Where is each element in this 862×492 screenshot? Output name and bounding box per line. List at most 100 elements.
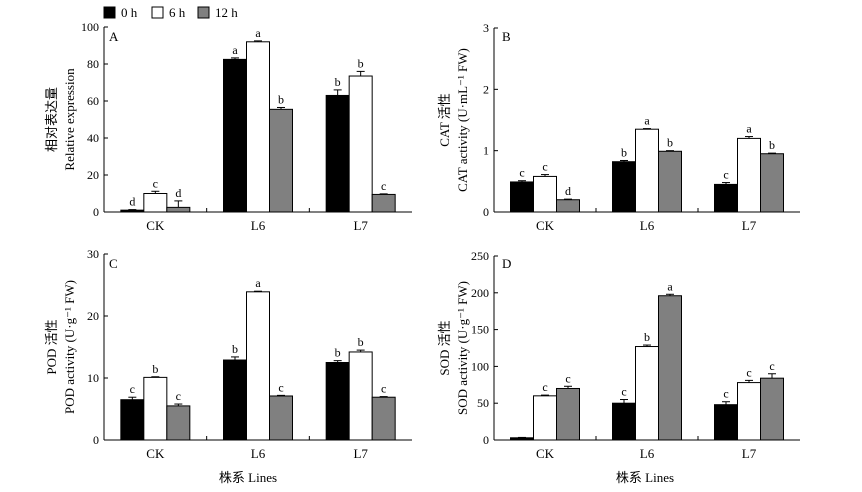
x-tick-label: L7 <box>353 218 368 233</box>
bar <box>325 362 350 441</box>
significance-letter: b <box>644 330 650 344</box>
x-tick-label: L6 <box>640 446 655 461</box>
significance-letter: a <box>255 26 261 40</box>
significance-letter: d <box>175 186 181 200</box>
y-axis-title-cn: SOD 活性 <box>437 320 452 375</box>
significance-letter: a <box>746 122 752 136</box>
significance-letter: a <box>232 43 238 57</box>
bar <box>120 399 145 441</box>
significance-letter: c <box>769 359 774 373</box>
y-tick-label: 3 <box>483 21 489 35</box>
bar <box>658 150 682 213</box>
bar <box>269 108 293 213</box>
x-axis-title-right: 株系 Lines <box>616 470 674 485</box>
bar <box>325 94 350 213</box>
significance-letter: c <box>542 160 547 174</box>
y-axis-title-en: POD activity (U·g⁻¹ FW) <box>62 280 77 414</box>
y-tick-label: 20 <box>87 168 99 182</box>
x-tick-label: L7 <box>742 218 757 233</box>
significance-letter: c <box>519 166 524 180</box>
bar <box>143 193 168 213</box>
significance-letter: a <box>644 114 650 128</box>
legend-label-1: 6 h <box>169 5 186 20</box>
significance-letter: c <box>176 389 181 403</box>
significance-letter: b <box>769 138 775 152</box>
bar <box>635 346 659 441</box>
bar <box>120 209 145 213</box>
y-tick-label: 0 <box>93 433 99 447</box>
y-tick-label: 100 <box>471 359 489 373</box>
significance-letter: b <box>152 362 158 376</box>
x-tick-label: CK <box>146 446 165 461</box>
significance-letter: c <box>381 382 386 396</box>
bar <box>760 153 784 213</box>
bar <box>658 295 682 441</box>
panel-A: 0 20 40 60 80 100 CK d c d L6 a a b L7 b b c A 相对表达量 Relativ… <box>44 20 412 233</box>
y-axis-title-en: Relative expression <box>62 68 77 171</box>
significance-letter: b <box>232 342 238 356</box>
significance-letter: c <box>723 387 728 401</box>
bar <box>348 351 373 441</box>
y-tick-label: 250 <box>471 249 489 263</box>
y-tick-label: 200 <box>471 286 489 300</box>
y-axis-title-cn: POD 活性 <box>44 319 59 374</box>
y-axis-title-cn: 相对表达量 <box>44 87 59 152</box>
bar <box>714 404 738 441</box>
significance-letter: b <box>358 56 364 70</box>
significance-letter: a <box>667 279 673 293</box>
panel-letter: C <box>109 256 118 271</box>
y-tick-label: 150 <box>471 323 489 337</box>
x-tick-label: L6 <box>640 218 655 233</box>
bar <box>612 402 636 441</box>
y-axis-title-en: SOD activity (U·g⁻¹ FW) <box>455 281 470 415</box>
bar <box>533 175 557 213</box>
x-axis-title-left: 株系 Lines <box>219 470 277 485</box>
bar <box>223 359 247 441</box>
panel-letter: B <box>502 29 511 44</box>
y-tick-label: 80 <box>87 57 99 71</box>
significance-letter: b <box>358 335 364 349</box>
bar <box>143 376 168 441</box>
y-tick-label: 10 <box>87 371 99 385</box>
significance-letter: b <box>278 92 284 106</box>
x-tick-label: CK <box>536 446 555 461</box>
legend-label-0: 0 h <box>121 5 138 20</box>
bar <box>246 291 270 441</box>
y-tick-label: 30 <box>87 247 99 261</box>
y-tick-label: 2 <box>483 82 489 96</box>
bar <box>348 75 373 213</box>
bar <box>760 377 784 441</box>
y-axis-title-cn: CAT 活性 <box>437 93 452 147</box>
bar <box>510 437 534 441</box>
bar <box>223 58 247 213</box>
significance-letter: c <box>565 371 570 385</box>
legend-swatch-1 <box>151 6 164 19</box>
bar <box>166 206 191 213</box>
significance-letter: c <box>381 179 386 193</box>
x-tick-label: L7 <box>742 446 757 461</box>
significance-letter: c <box>723 168 728 182</box>
y-tick-label: 20 <box>87 309 99 323</box>
significance-letter: d <box>565 184 571 198</box>
significance-letter: b <box>667 136 673 150</box>
significance-letter: c <box>621 385 626 399</box>
significance-letter: b <box>621 145 627 159</box>
bar <box>533 395 557 441</box>
bar <box>635 128 659 213</box>
bar <box>246 41 270 213</box>
legend-label-2: 12 h <box>215 5 238 20</box>
bar <box>714 183 738 213</box>
bar <box>371 396 396 441</box>
bar <box>166 405 191 441</box>
significance-letter: b <box>335 75 341 89</box>
panel-C: 0 10 20 30 CK c b c L6 b a c L7 b b c C POD 活性 POD activit… <box>44 247 412 461</box>
significance-letter: c <box>746 365 751 379</box>
legend: 0 h 6 h 12 h <box>103 5 238 20</box>
significance-letter: c <box>130 382 135 396</box>
y-axis-title-en: CAT activity (U·mL⁻¹ FW) <box>455 48 470 192</box>
significance-letter: c <box>542 380 547 394</box>
y-tick-label: 100 <box>81 20 99 34</box>
significance-letter: b <box>335 346 341 360</box>
y-tick-label: 50 <box>477 396 489 410</box>
